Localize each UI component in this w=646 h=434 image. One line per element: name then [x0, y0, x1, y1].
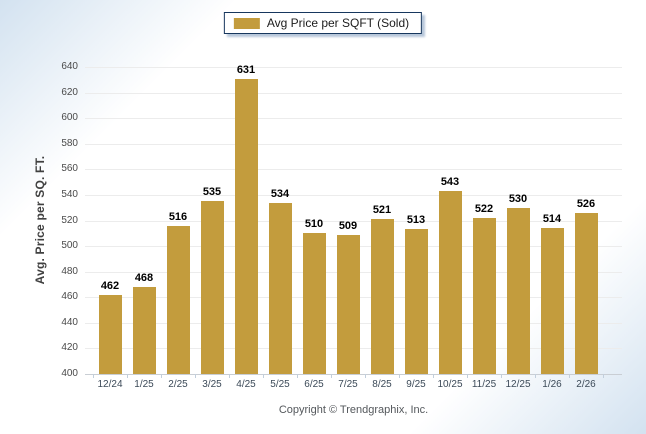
x-tick-label: 9/25: [406, 379, 426, 390]
bar-value-label: 510: [304, 218, 324, 231]
x-tick: [229, 374, 230, 378]
bar: [438, 191, 462, 374]
y-tick-label: 520: [61, 214, 78, 226]
bar: [302, 233, 326, 374]
bar-value-label: 631: [236, 63, 256, 76]
x-tick: [535, 374, 536, 378]
bar-value-label: 522: [474, 202, 494, 215]
bar: [234, 78, 258, 374]
bar: [472, 217, 496, 374]
x-tick: [467, 374, 468, 378]
x-tick: [263, 374, 264, 378]
x-tick: [331, 374, 332, 378]
bar-value-label: 535: [202, 186, 222, 199]
y-tick-label: 540: [61, 188, 78, 200]
bar: [132, 287, 156, 374]
bar-value-label: 514: [542, 213, 562, 226]
bar: [540, 228, 564, 374]
y-tick-label: 600: [61, 112, 78, 124]
gridline: [85, 67, 622, 68]
gridline: [85, 194, 622, 196]
x-tick-label: 8/25: [372, 379, 392, 390]
x-tick: [127, 374, 128, 378]
x-tick-label: 3/25: [202, 379, 222, 390]
x-tick: [501, 374, 502, 378]
x-tick: [603, 374, 604, 378]
bar-value-label: 526: [576, 197, 596, 210]
x-tick-label: 2/26: [576, 379, 596, 390]
bar: [370, 219, 394, 374]
bar: [336, 234, 360, 374]
bar-value-label: 534: [270, 187, 290, 200]
bar: [404, 229, 428, 374]
y-tick-label: 560: [61, 163, 78, 175]
bar: [506, 207, 530, 374]
legend-swatch-icon: [233, 17, 260, 29]
x-tick: [93, 374, 94, 378]
x-tick-label: 1/26: [542, 379, 562, 390]
bar: [574, 212, 598, 374]
bar-value-label: 516: [168, 210, 188, 223]
x-axis-line: [85, 374, 622, 375]
x-tick-label: 1/25: [134, 379, 154, 390]
x-tick-label: 12/25: [505, 379, 531, 390]
x-tick-label: 5/25: [270, 379, 290, 390]
x-tick-label: 10/25: [437, 379, 463, 390]
gridline: [85, 118, 622, 120]
x-tick: [569, 374, 570, 378]
y-tick-label: 420: [61, 342, 78, 354]
x-tick-label: 4/25: [236, 379, 256, 390]
y-tick-label: 620: [61, 86, 78, 98]
legend-label: Avg Price per SQFT (Sold): [266, 16, 410, 30]
y-tick-label: 640: [61, 61, 78, 72]
bar: [98, 294, 122, 374]
bar-value-label: 462: [100, 279, 120, 292]
x-tick: [195, 374, 196, 378]
x-tick-label: 12/24: [97, 379, 123, 390]
x-tick: [161, 374, 162, 378]
bar: [166, 225, 190, 374]
bar: [200, 201, 224, 374]
bar-value-label: 521: [372, 204, 392, 217]
y-tick-label: 400: [61, 368, 78, 379]
x-tick-label: 6/25: [304, 379, 324, 390]
bar-value-label: 530: [508, 192, 528, 205]
bar-value-label: 509: [338, 219, 358, 232]
bar-value-label: 543: [440, 176, 460, 189]
y-tick-label: 440: [61, 316, 78, 328]
x-tick: [297, 374, 298, 378]
gridline: [85, 143, 622, 145]
x-tick: [399, 374, 400, 378]
x-tick-label: 7/25: [338, 379, 358, 390]
bar-value-label: 468: [134, 272, 154, 285]
x-tick: [433, 374, 434, 378]
y-tick-label: 480: [61, 265, 78, 277]
y-tick-label: 580: [61, 137, 78, 149]
x-tick-label: 11/25: [471, 379, 497, 390]
y-tick-label: 500: [61, 240, 78, 252]
x-tick-label: 2/25: [168, 379, 188, 390]
bar-value-label: 513: [406, 214, 426, 227]
legend: Avg Price per SQFT (Sold): [223, 12, 423, 34]
bar: [268, 202, 292, 374]
x-tick: [365, 374, 366, 378]
gridline: [85, 92, 622, 94]
y-tick-label: 460: [61, 291, 78, 303]
gridline: [85, 220, 622, 222]
copyright-text: Copyright © Trendgraphix, Inc.: [278, 404, 429, 416]
gridline: [85, 169, 622, 171]
